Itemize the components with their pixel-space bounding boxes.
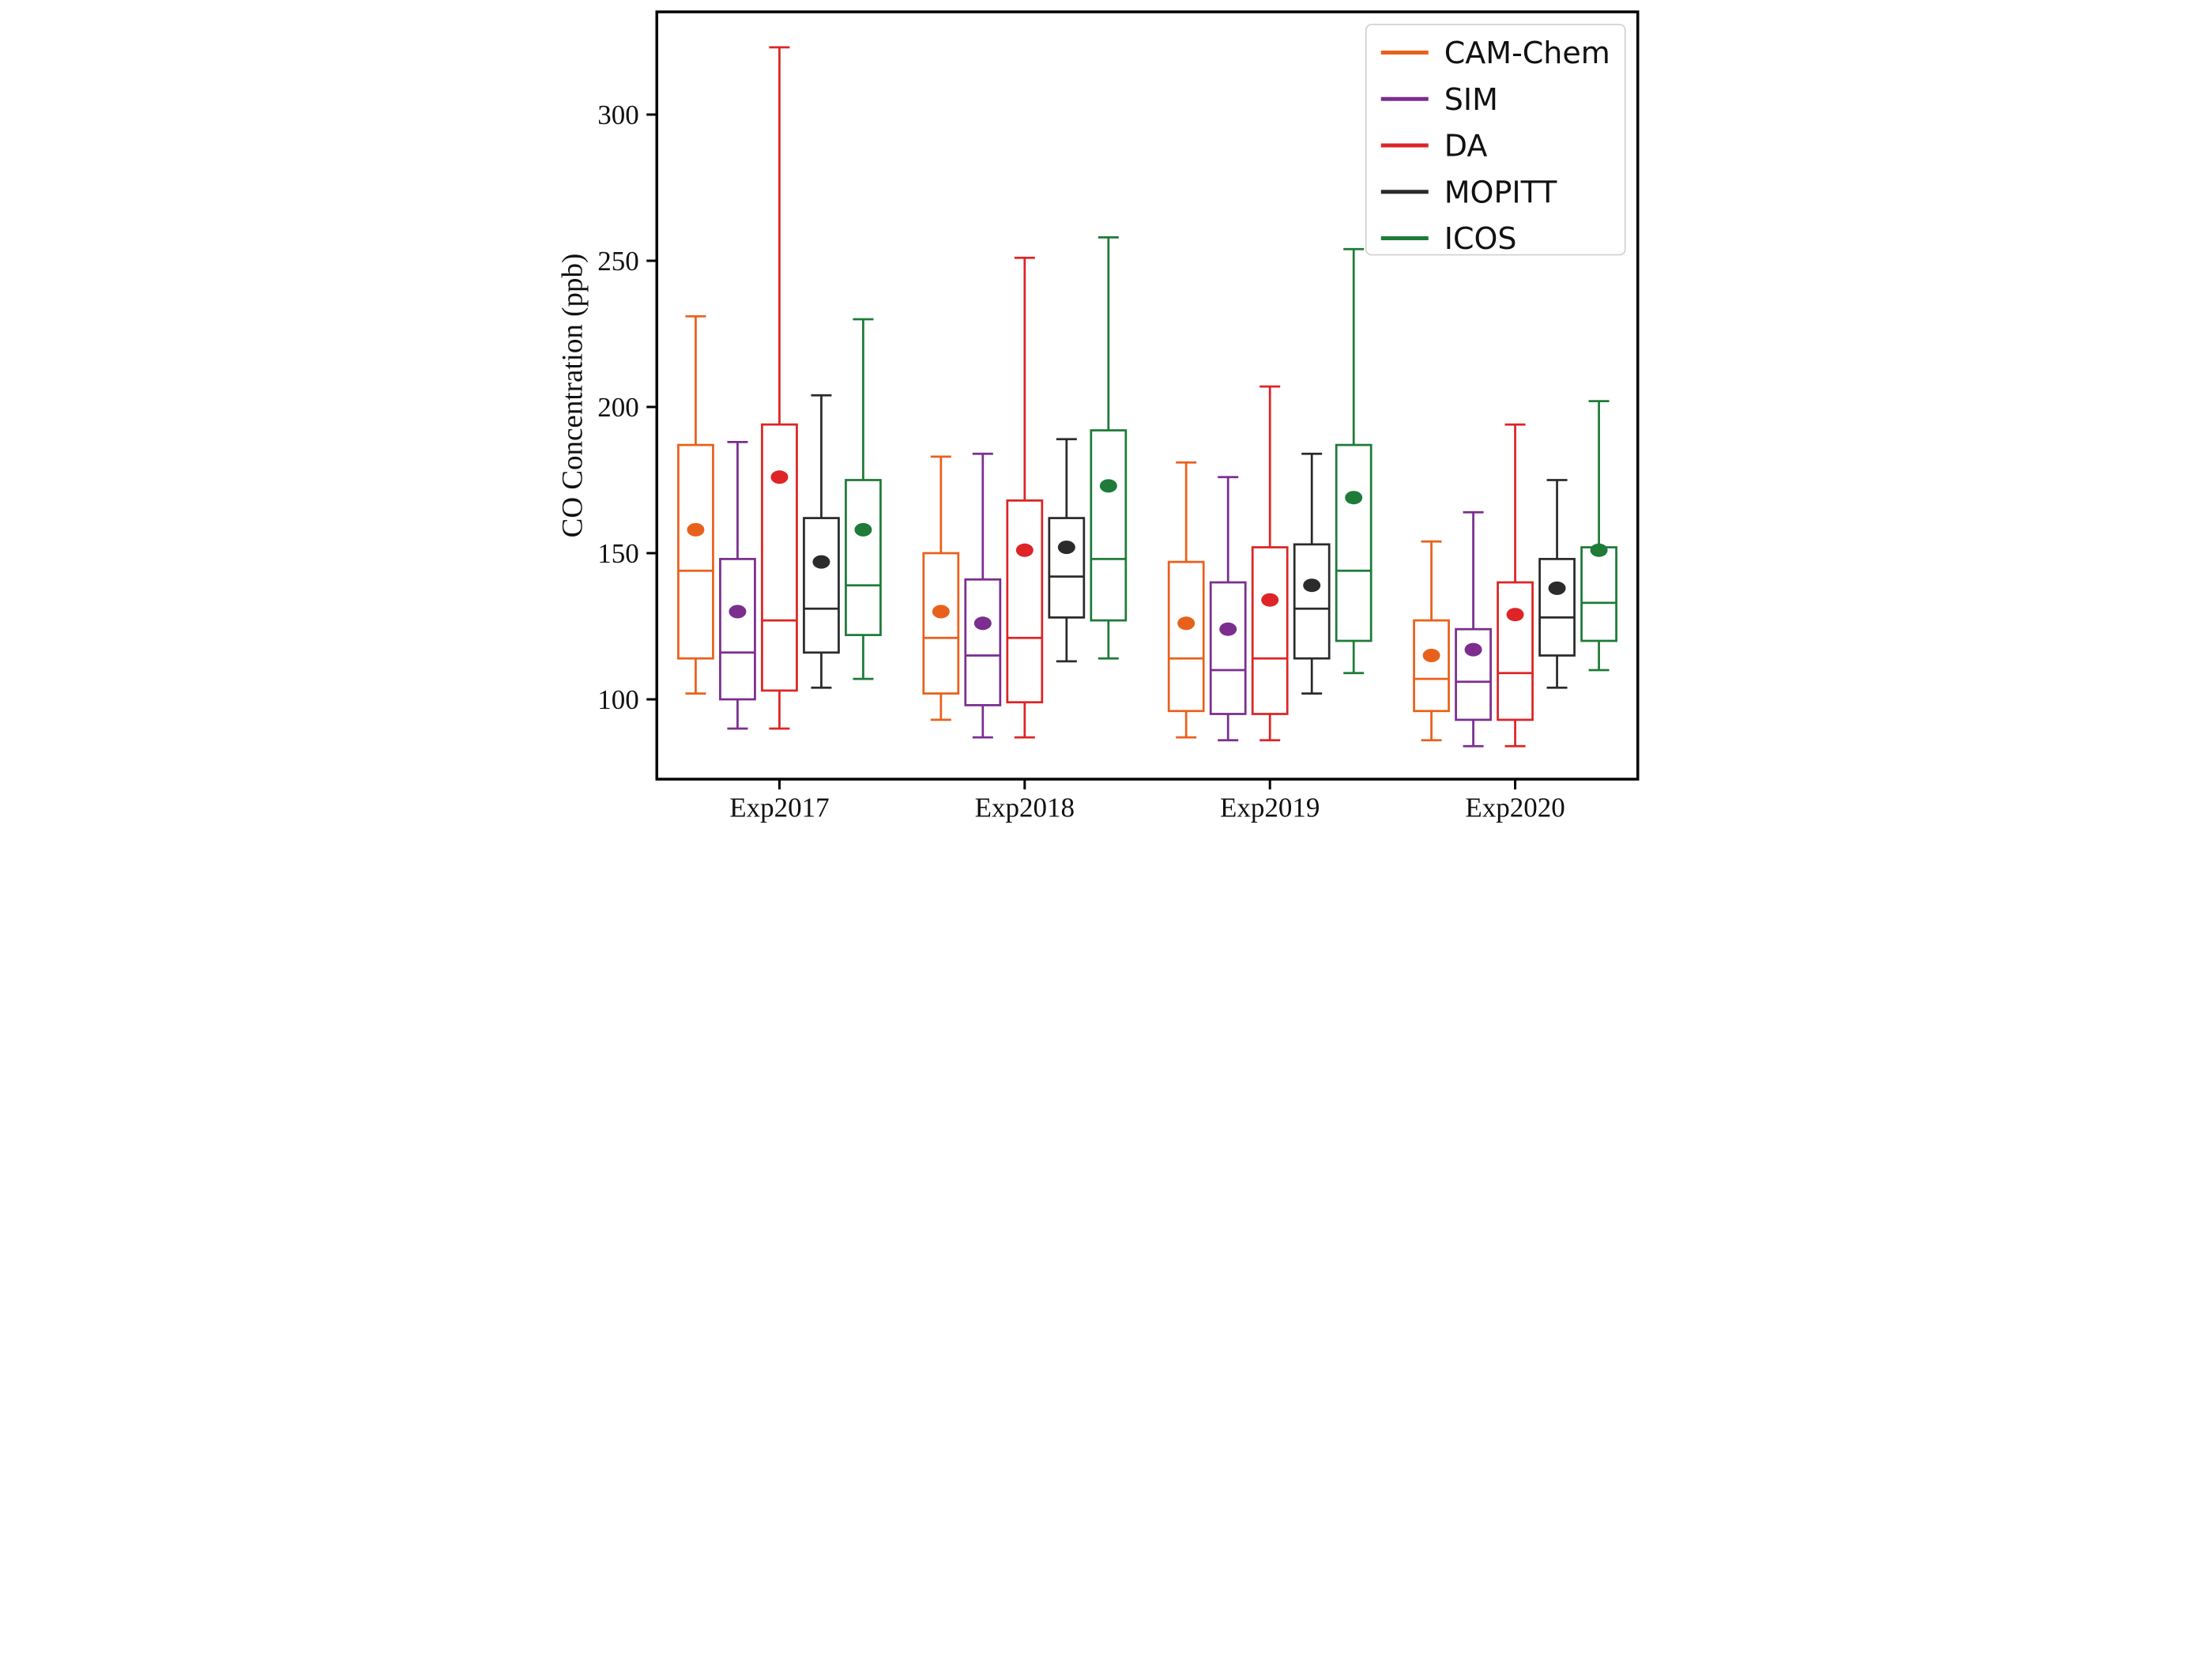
legend-label: CAM-Chem <box>1444 36 1610 70</box>
mean-dot <box>1590 543 1608 557</box>
box-ICOS-Exp2017 <box>844 318 882 680</box>
mean-dot <box>1218 622 1237 636</box>
mean-dot <box>1506 608 1524 622</box>
iqr-box <box>1251 546 1289 715</box>
x-tick-label: Exp2019 <box>1219 793 1319 823</box>
box-MOPITT-Exp2019 <box>1293 452 1331 695</box>
x-tick-label: Exp2017 <box>729 793 829 823</box>
legend-item-MOPITT: MOPITT <box>1380 175 1557 209</box>
x-tick-label: Exp2018 <box>974 793 1074 823</box>
y-tick-label: 300 <box>597 100 639 130</box>
box-DA-Exp2017 <box>760 46 798 730</box>
boxplot-chart: 100 150 200 250 300 CO Concentration (ppb) Exp… <box>556 10 1639 823</box>
iqr-box <box>1335 443 1372 642</box>
y-axis-title: CO Concentration (ppb) <box>556 254 589 538</box>
box-CAM-Chem-Exp2020 <box>1412 540 1450 742</box>
box-SIM-Exp2019 <box>1209 476 1247 742</box>
iqr-box <box>1209 581 1247 715</box>
box-SIM-Exp2018 <box>963 452 1001 739</box>
mean-dot <box>728 605 746 619</box>
iqr-box <box>802 517 840 654</box>
mean-dot <box>1260 593 1278 607</box>
iqr-box <box>1293 543 1331 660</box>
box-ICOS-Exp2020 <box>1580 400 1617 672</box>
legend-label: ICOS <box>1444 221 1516 256</box>
iqr-box <box>921 552 959 695</box>
legend-label: SIM <box>1444 82 1497 117</box>
y-tick-label: 250 <box>597 246 639 277</box>
mean-dot <box>1099 479 1117 493</box>
legend-item-CAM-Chem: CAM-Chem <box>1380 36 1610 70</box>
box-CAM-Chem-Exp2019 <box>1167 461 1205 739</box>
iqr-box <box>1412 619 1450 713</box>
box-SIM-Exp2020 <box>1454 510 1492 748</box>
box-CAM-Chem-Exp2017 <box>676 315 714 695</box>
mean-dot <box>1302 578 1320 593</box>
mean-dot <box>973 616 992 631</box>
iqr-box <box>1580 546 1617 642</box>
box-DA-Exp2020 <box>1496 423 1534 748</box>
mean-dot <box>853 522 872 537</box>
box-DA-Exp2018 <box>1005 256 1043 739</box>
box-MOPITT-Exp2017 <box>802 394 840 689</box>
mean-dot <box>1548 581 1566 595</box>
box-MOPITT-Exp2018 <box>1047 438 1085 663</box>
mean-dot <box>1344 491 1362 505</box>
box-ICOS-Exp2019 <box>1335 247 1372 675</box>
iqr-box <box>1167 560 1205 713</box>
mean-dot <box>1177 616 1195 631</box>
mean-dot <box>686 522 704 537</box>
y-tick-label: 100 <box>597 684 639 715</box>
mean-dot <box>1464 642 1482 657</box>
iqr-box <box>1454 627 1492 721</box>
box-MOPITT-Exp2020 <box>1538 479 1576 689</box>
y-tick-label: 150 <box>597 538 639 569</box>
legend-item-ICOS: ICOS <box>1380 221 1516 256</box>
iqr-box <box>1089 429 1127 622</box>
boxplot-figure: 100 150 200 250 300 CO Concentration (ppb) Exp… <box>549 0 1650 840</box>
iqr-box <box>844 479 882 636</box>
legend-label: DA <box>1444 129 1487 164</box>
box-DA-Exp2019 <box>1251 385 1289 742</box>
iqr-box <box>1538 558 1576 657</box>
legend-item-SIM: SIM <box>1380 82 1497 117</box>
iqr-box <box>1496 581 1534 721</box>
legend-box <box>1365 24 1625 256</box>
x-tick-label: Exp2020 <box>1465 793 1565 823</box>
y-tick-label: 200 <box>597 392 639 423</box>
mean-dot <box>1057 541 1075 555</box>
iqr-box <box>1047 517 1085 619</box>
mean-dot <box>1422 649 1440 662</box>
mean-dot <box>932 605 950 619</box>
iqr-box <box>760 423 798 692</box>
iqr-box <box>718 558 756 701</box>
iqr-box <box>676 443 714 660</box>
mean-dot <box>1015 543 1034 557</box>
plot-frame <box>655 10 1639 781</box>
legend-label: MOPITT <box>1444 175 1557 209</box>
mean-dot <box>811 555 830 569</box>
mean-dot <box>770 470 788 484</box>
box-CAM-Chem-Exp2018 <box>921 455 959 721</box>
box-SIM-Exp2017 <box>718 441 756 730</box>
iqr-box <box>1005 499 1043 704</box>
legend-item-DA: DA <box>1380 129 1487 164</box>
box-ICOS-Exp2018 <box>1089 236 1127 660</box>
iqr-box <box>963 578 1001 706</box>
